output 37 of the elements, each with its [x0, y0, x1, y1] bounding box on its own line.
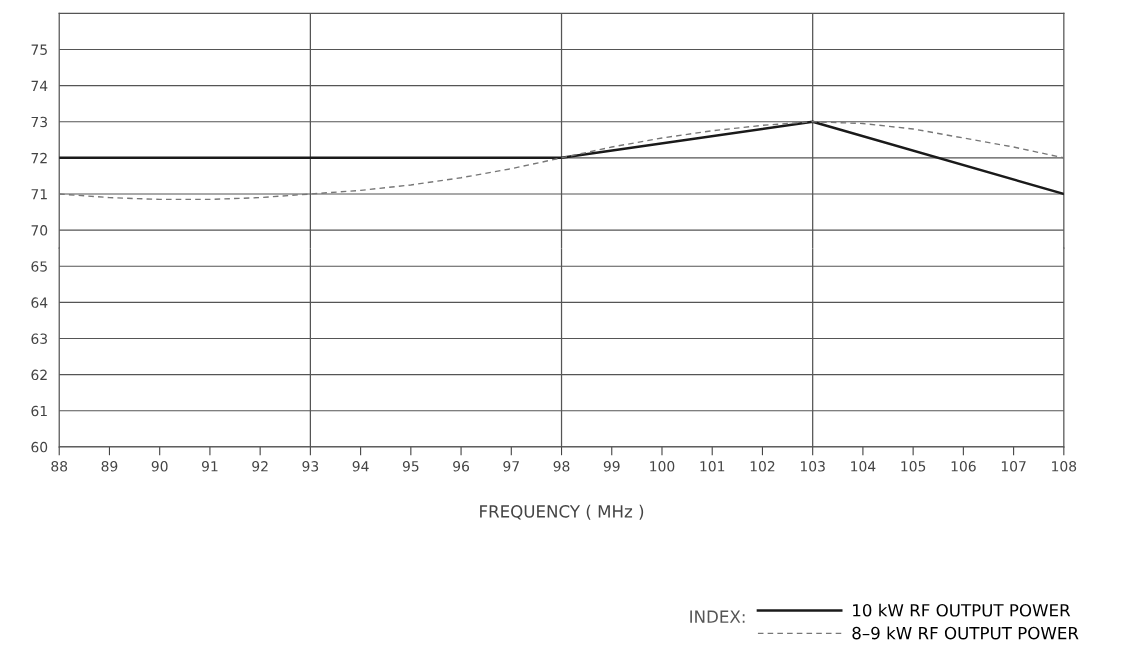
- y-tick-label: 61: [31, 405, 47, 417]
- y-tick-label: 62: [31, 369, 47, 381]
- legend-label: 10 kW RF OUTPUT POWER: [853, 603, 1071, 617]
- x-tick-label: 88: [51, 461, 68, 472]
- legend-title: INDEX:: [690, 610, 745, 623]
- x-tick-label: 107: [1001, 461, 1026, 472]
- x-tick-label: 95: [402, 461, 419, 472]
- y-tick-label: 74: [31, 80, 48, 91]
- x-tick-label: 91: [201, 461, 218, 472]
- x-tick-label: 98: [553, 461, 570, 472]
- y-tick-label: 64: [31, 297, 48, 308]
- y-tick-label: 60: [31, 441, 48, 453]
- x-tick-label: 92: [252, 461, 268, 472]
- x-tick-label: 104: [851, 461, 876, 472]
- x-axis-title: FREQUENCY ( MHz ): [480, 504, 644, 520]
- x-tick-label: 103: [800, 461, 825, 472]
- x-tick-label: 100: [650, 461, 675, 472]
- x-tick-label: 108: [1052, 461, 1077, 472]
- x-tick-label: 94: [352, 461, 369, 472]
- x-tick-label: 90: [151, 461, 168, 472]
- x-tick-label: 97: [503, 461, 519, 472]
- x-tick-label: 89: [101, 461, 118, 472]
- y-tick-label: 65: [31, 261, 47, 272]
- y-tick-label: 72: [31, 152, 47, 164]
- x-tick-label: 93: [302, 461, 319, 472]
- x-tick-label: 99: [603, 461, 620, 472]
- legend-label: 8–9 kW RF OUTPUT POWER: [852, 626, 1079, 640]
- x-tick-label: 101: [700, 461, 725, 472]
- x-tick-label: 106: [951, 461, 976, 472]
- y-tick-label: 70: [31, 225, 48, 236]
- y-tick-label: 71: [31, 189, 47, 200]
- y-tick-label: 75: [31, 44, 47, 55]
- x-tick-label: 102: [750, 461, 775, 472]
- x-tick-label: 96: [453, 461, 470, 472]
- y-tick-label: 73: [31, 116, 47, 128]
- y-tick-label: 63: [31, 333, 47, 344]
- x-tick-label: 105: [901, 461, 926, 472]
